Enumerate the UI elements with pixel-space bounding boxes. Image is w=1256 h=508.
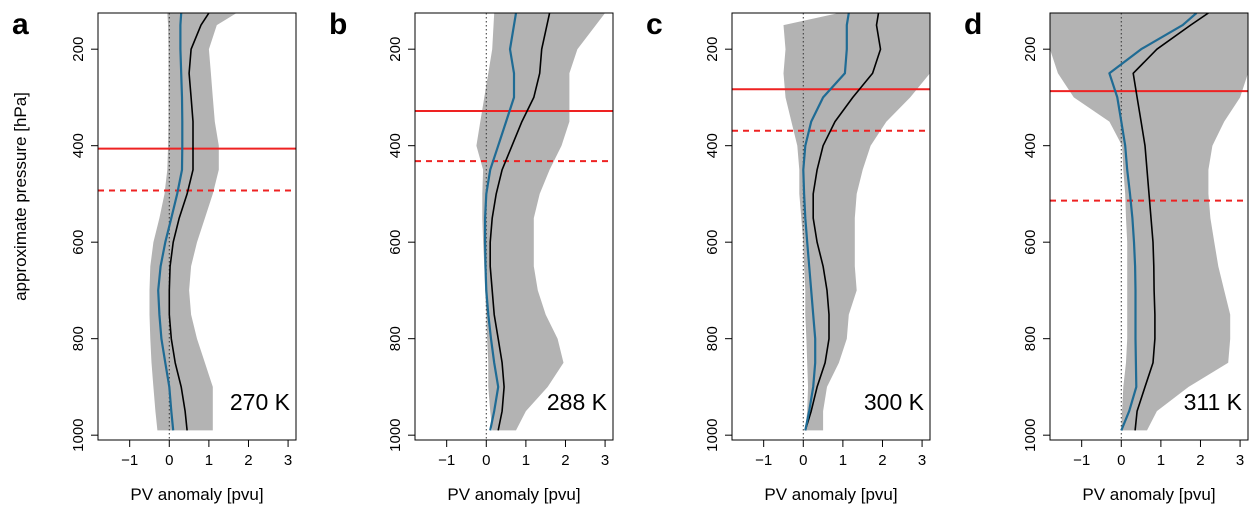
panel-letter: c [646,8,663,41]
blue-series-line [1108,13,1198,431]
y-tick-label: 800 [70,326,87,351]
y-tick-label: 400 [1022,133,1039,158]
y-tick-label: 600 [70,230,87,255]
x-tick-label: 2 [244,452,252,469]
x-tick-label: 0 [165,452,173,469]
x-tick-label: 0 [1117,452,1125,469]
y-tick-label: 400 [704,133,721,158]
y-tick-label: 800 [1022,326,1039,351]
plot-frame [97,12,297,441]
x-tick-label: 2 [878,452,886,469]
x-tick-label: −1 [438,452,455,469]
y-tick-label: 200 [70,37,87,62]
x-tick-label: 2 [1196,452,1204,469]
plot-area [415,13,613,440]
x-tick-label: 3 [601,452,609,469]
plot-frame [731,12,931,441]
blue-series-line [484,13,518,431]
uncertainty-band [149,13,237,431]
x-axis-title: PV anomaly [pvu] [447,485,580,504]
y-tick-label: 200 [1022,37,1039,62]
y-tick-label: 800 [704,326,721,351]
y-tick-label: 600 [387,230,404,255]
x-tick-label: 1 [1157,452,1165,469]
black-series-line [1132,13,1209,431]
x-tick-label: 0 [482,452,490,469]
panel-letter: d [964,8,982,41]
x-tick-label: 3 [918,452,926,469]
blue-series-line [802,13,850,431]
temperature-label: 300 K [864,389,925,415]
plot-area [1050,13,1248,440]
panel-a: −1 0 1 2 3 200 400 600 800 1000 PV anomaly [pvu] ap… [11,8,297,504]
panel-letter: a [12,8,29,41]
x-tick-label: 1 [839,452,847,469]
y-tick-label: 400 [70,133,87,158]
y-tick-label: 600 [704,230,721,255]
x-tick-label: 0 [799,452,807,469]
y-tick-label: 1000 [704,418,721,451]
x-axis-title: PV anomaly [pvu] [1082,485,1215,504]
plot-area [732,13,930,440]
y-tick-label: 1000 [387,418,404,451]
uncertainty-band [1050,13,1248,431]
y-axis-title: approximate pressure [hPa] [11,92,30,301]
y-tick-label: 800 [387,326,404,351]
y-tick-label: 600 [1022,230,1039,255]
panel-letter: b [329,8,347,41]
black-series-line [489,13,551,431]
blue-series-line [157,13,184,431]
y-tick-label: 200 [704,37,721,62]
x-tick-label: −1 [755,452,772,469]
x-tick-label: 2 [561,452,569,469]
y-tick-label: 400 [387,133,404,158]
y-tick-label: 1000 [1022,418,1039,451]
x-tick-label: 1 [522,452,530,469]
x-tick-label: 1 [205,452,213,469]
x-tick-label: 3 [1236,452,1244,469]
panel-b: −1 0 1 2 3 200 400 600 800 1000 PV anomaly [pvu] b 2… [329,8,614,504]
temperature-label: 311 K [1184,389,1243,415]
x-tick-label: 3 [284,452,292,469]
x-axis-title: PV anomaly [pvu] [130,485,263,504]
plot-frame [414,12,614,441]
uncertainty-band [783,13,930,431]
temperature-label: 288 K [547,389,608,415]
x-axis-title: PV anomaly [pvu] [764,485,897,504]
y-tick-label: 1000 [70,418,87,451]
black-series-line [804,13,882,431]
x-tick-label: −1 [121,452,138,469]
plot-area [98,13,296,440]
panel-c: −1 0 1 2 3 200 400 600 800 1000 PV anomaly [pvu] c 3… [646,8,931,504]
panel-d: −1 0 1 2 3 200 400 600 800 1000 PV anomaly [pvu] d 3… [964,8,1249,504]
temperature-label: 270 K [230,389,291,415]
y-tick-label: 200 [387,37,404,62]
black-series-line [168,13,210,431]
x-tick-label: −1 [1073,452,1090,469]
plot-frame [1049,12,1249,441]
